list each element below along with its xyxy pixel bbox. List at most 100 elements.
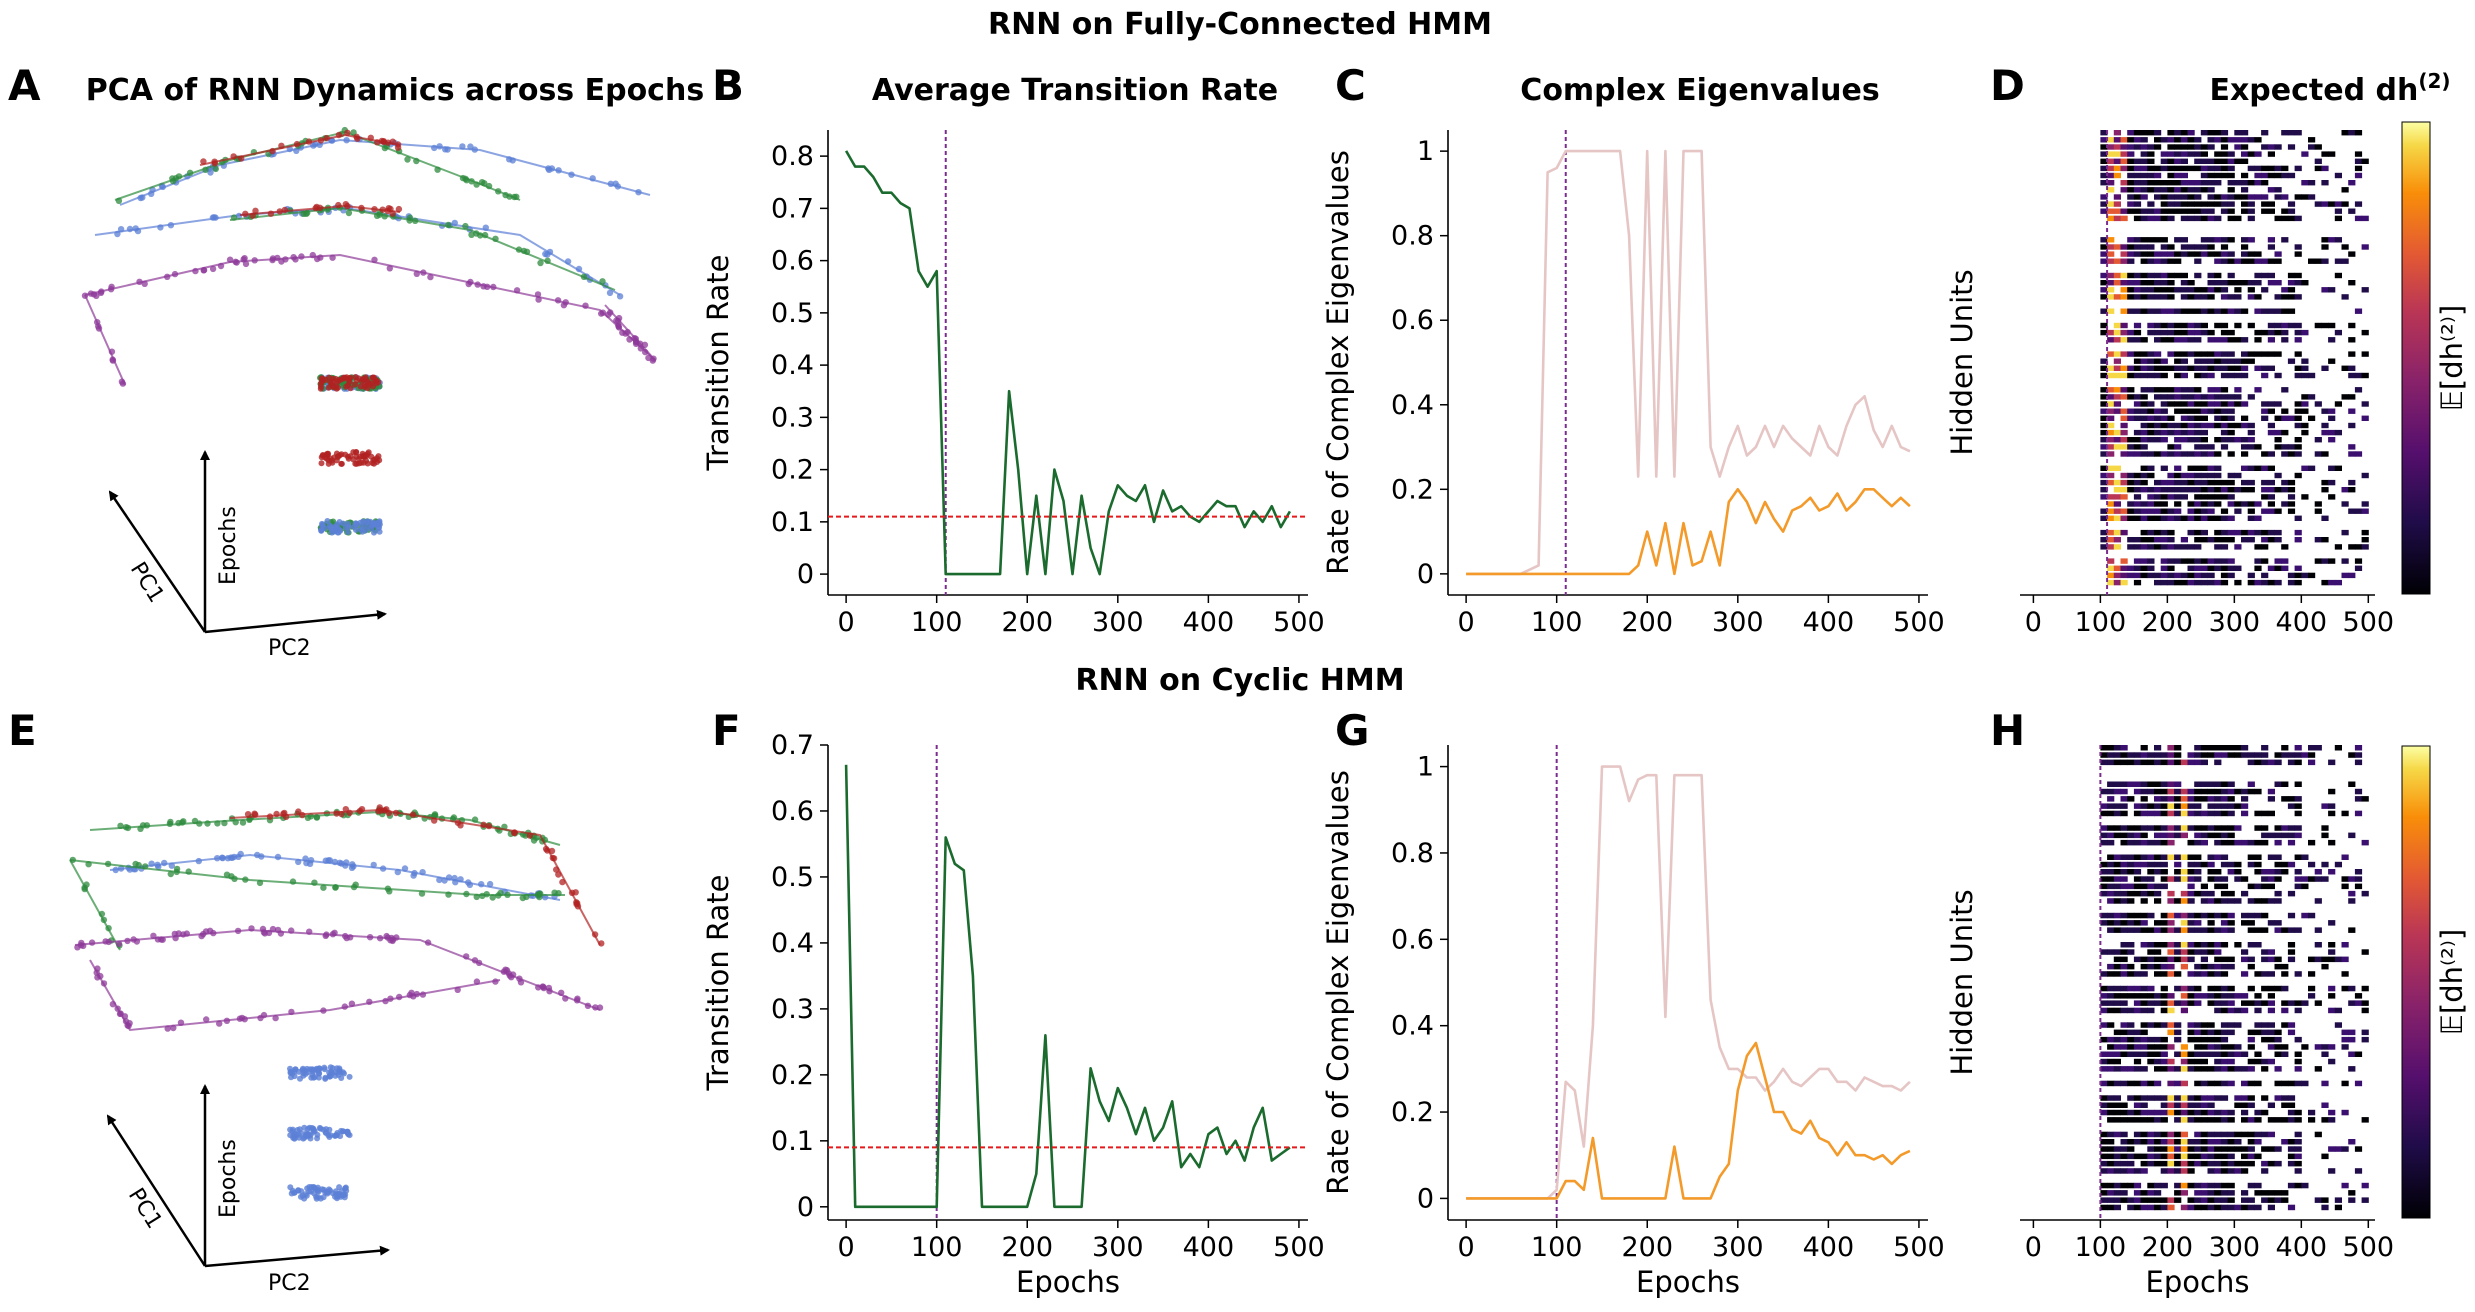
- heatmap-cell: [2194, 272, 2202, 279]
- heatmap-cell: [2274, 579, 2282, 586]
- heatmap-cell: [2194, 912, 2202, 919]
- heatmap-cell: [2247, 912, 2255, 919]
- heatmap-cell: [2294, 472, 2302, 479]
- heatmap-cell: [2294, 1153, 2302, 1160]
- heatmap-cell: [2187, 558, 2195, 564]
- heatmap-cell: [2321, 876, 2329, 882]
- heatmap-cell: [2361, 508, 2369, 514]
- heatmap-cell: [2174, 1080, 2182, 1087]
- heatmap-cell: [2274, 752, 2282, 758]
- heatmap-cell: [2267, 487, 2275, 493]
- cluster-point: [317, 383, 324, 390]
- heatmap-cell: [2160, 839, 2168, 846]
- heatmap-cell: [2321, 579, 2329, 586]
- heatmap-cell: [2167, 472, 2175, 479]
- heatmap-cell: [2214, 869, 2222, 875]
- heatmap-cell: [2328, 1007, 2336, 1014]
- heatmap-cell: [2214, 487, 2222, 493]
- heatmap-cell: [2127, 781, 2135, 787]
- heatmap-cell: [2147, 280, 2155, 286]
- trajectory-point: [635, 189, 642, 196]
- heatmap-cell: [2348, 1036, 2356, 1043]
- trajectory-point: [607, 180, 614, 187]
- heatmap-cell: [2214, 558, 2222, 564]
- heatmap-cell: [2247, 1117, 2255, 1123]
- heatmap-cell: [2127, 752, 2135, 758]
- heatmap-cell: [2174, 508, 2182, 514]
- heatmap-cell: [2220, 993, 2229, 999]
- heatmap-cell: [2167, 1000, 2175, 1006]
- heatmap-cell: [2167, 494, 2175, 500]
- trajectory-point: [431, 811, 439, 818]
- trajectory-line: [89, 959, 501, 1032]
- trajectory-point: [534, 291, 542, 298]
- heatmap-cell: [2180, 172, 2188, 179]
- heatmap-cell: [2261, 1109, 2269, 1116]
- cluster-point: [325, 1132, 332, 1139]
- heatmap-cell: [2227, 172, 2235, 179]
- heatmap-cell: [2247, 437, 2255, 443]
- heatmap-cell: [2187, 187, 2195, 193]
- heatmap-cell: [2127, 1168, 2135, 1174]
- panel-letter-d: D: [1990, 61, 2025, 110]
- heatmap-cell: [2261, 1066, 2269, 1072]
- heatmap-cell: [2100, 422, 2108, 429]
- heatmap-cell: [2140, 971, 2148, 977]
- heatmap-cell: [2301, 883, 2309, 890]
- heatmap-cell: [2107, 215, 2115, 222]
- trajectory-point: [115, 197, 123, 204]
- heatmap-cell: [2200, 942, 2208, 948]
- heatmap-cell: [2120, 869, 2128, 875]
- heatmap-cell: [2133, 144, 2142, 150]
- heatmap-cell: [2341, 956, 2349, 963]
- heatmap-cell: [2100, 437, 2108, 443]
- heatmap-cell: [2160, 1007, 2168, 1014]
- heatmap-cell: [2194, 788, 2202, 795]
- heatmap-cell: [2133, 237, 2142, 243]
- heatmap-cell: [2127, 869, 2135, 875]
- heatmap-cell: [2207, 144, 2215, 150]
- trajectory-point: [431, 817, 438, 824]
- trajectory-point: [274, 853, 282, 861]
- heatmap-cell: [2120, 1007, 2128, 1014]
- heatmap-cell: [2334, 172, 2342, 179]
- heatmap-cell: [2147, 912, 2155, 919]
- heatmap-cell: [2140, 745, 2148, 751]
- heatmap-cell: [2187, 572, 2195, 579]
- heatmap-cell: [2247, 752, 2255, 758]
- heatmap-cell: [2308, 394, 2316, 400]
- heatmap-cell: [2254, 565, 2262, 571]
- heatmap-cell: [2207, 1197, 2215, 1203]
- heatmap-cell: [2187, 422, 2195, 429]
- heatmap-cell: [2120, 1066, 2128, 1072]
- heatmap-cell: [2160, 1197, 2168, 1203]
- heatmap-cell: [2328, 465, 2336, 471]
- heatmap-cell: [2107, 501, 2115, 507]
- heatmap-cell: [2167, 429, 2175, 436]
- heatmap-cell: [2147, 329, 2155, 336]
- heatmap-cell: [2241, 151, 2249, 157]
- heatmap-cell: [2147, 825, 2155, 831]
- heatmap-cell: [2174, 1036, 2182, 1043]
- pca-a-axis-pc1: [108, 490, 207, 633]
- heatmap-cell: [2140, 444, 2148, 450]
- trajectory-point: [186, 169, 194, 176]
- heatmap-cell: [2174, 1000, 2182, 1006]
- heatmap-cell: [2294, 796, 2302, 802]
- heatmap-cell: [2107, 876, 2115, 882]
- heatmap-cell: [2274, 963, 2282, 970]
- heatmap-cell: [2167, 890, 2175, 897]
- heatmap-cell: [2174, 258, 2182, 264]
- heatmap-cell: [2174, 479, 2182, 486]
- heatmap-cell: [2113, 1095, 2121, 1101]
- heatmap-cell: [2287, 130, 2296, 136]
- heatmap-cell: [2167, 993, 2175, 999]
- heatmap-cell: [2154, 479, 2162, 486]
- heatmap-cell: [2261, 752, 2269, 758]
- heatmap-cell: [2247, 1080, 2255, 1087]
- heatmap-cell: [2147, 1036, 2155, 1043]
- heatmap-cell: [2167, 565, 2175, 571]
- cluster-point: [311, 1190, 318, 1197]
- heatmap-cell: [2107, 883, 2115, 890]
- heatmap-cell: [2254, 272, 2262, 279]
